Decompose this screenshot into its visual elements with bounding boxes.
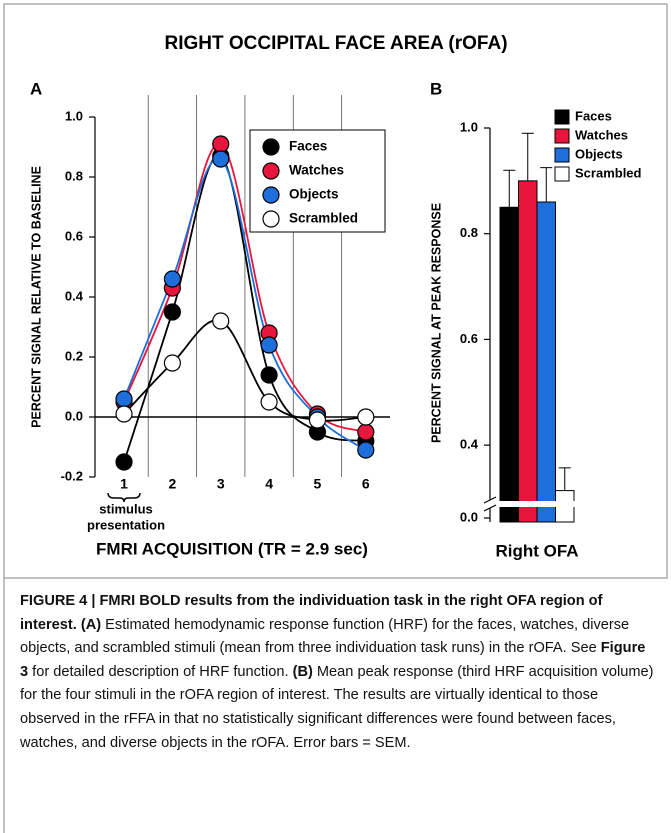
brace [107,492,141,503]
legend-marker [262,162,280,180]
point [163,303,181,321]
point [260,366,278,384]
legend-label: Objects [289,187,339,202]
caption-text: Estimated hemodynamic response function … [20,616,630,657]
legend-swatch [554,128,570,144]
legend-label: Scrambled [289,211,358,226]
x-tick-label: 1 [120,476,128,492]
point [308,411,327,429]
bar [499,206,519,523]
legend-swatch [554,166,570,182]
y-tick-label: 0.8 [65,168,83,183]
y-tick-label: 0.4 [460,437,479,452]
point [260,336,278,354]
point [260,393,278,411]
legend-label: Faces [289,139,327,154]
x-tick-label: 3 [217,476,225,492]
break-marks [483,496,497,512]
legend-label: Watches [575,127,628,142]
caption-text: (A) [80,616,102,633]
x-tick-label: 2 [168,476,176,492]
legend-swatch [554,109,570,125]
legend-marker [262,210,280,228]
point [357,441,375,459]
legend-label: Scrambled [575,165,642,180]
point [115,405,133,423]
frame [3,3,668,833]
point [212,150,230,168]
annotation: stimulus [99,501,152,516]
bar [518,180,538,523]
y-tick-label: 0.4 [65,288,84,303]
y-tick-label: -0.2 [61,468,83,483]
caption-text: for detailed description of HRF function… [28,663,293,680]
panel-label: A [30,79,42,98]
point [115,390,133,408]
legend-marker [262,186,280,204]
caption-text: (B) [292,663,313,680]
y-axis-label: PERCENT SIGNAL AT PEAK RESPONSE [429,203,443,443]
x-category-label: Right OFA [495,541,578,560]
x-tick-label: 4 [265,476,273,492]
point [212,312,230,330]
caption-text: Mean peak response (third HRF acquisitio… [20,663,654,751]
y-tick-label: 0.2 [65,348,83,363]
x-tick-label: 5 [314,476,322,492]
y-tick-label: 1.0 [460,119,478,134]
point [115,453,133,471]
y-tick-label: 0.8 [460,225,478,240]
y-tick-label: 0.6 [65,228,83,243]
y-tick-label: 0.6 [460,331,478,346]
bar [536,201,556,523]
y-tick-label: 0.0 [65,408,83,423]
point [357,408,375,426]
panel-label: B [430,79,442,98]
point [212,135,230,153]
y-tick-label: 0.0 [460,509,478,524]
legend-label: Watches [289,163,344,178]
legend-swatch [554,147,570,163]
legend-marker [262,138,280,156]
point [163,270,181,288]
point [357,423,375,441]
y-tick-label: 1.0 [65,108,83,123]
caption: FIGURE 4 | FMRI BOLD results from the in… [20,590,655,755]
figure-title: RIGHT OCCIPITAL FACE AREA (rOFA) [164,33,507,54]
caption-text: FIGURE 4 | FMRI BOLD results from the in… [20,593,603,633]
x-axis-label: FMRI ACQUISITION (TR = 2.9 sec) [96,539,368,558]
legend-label: Faces [575,108,612,123]
y-axis-label: PERCENT SIGNAL RELATIVE TO BASELINE [29,166,43,428]
axis-break-gap [482,501,576,507]
x-tick-label: 6 [362,476,370,492]
annotation: presentation [87,517,165,532]
legend-label: Objects [575,146,623,161]
caption-text: Figure 3 [20,640,646,680]
point [163,354,181,372]
